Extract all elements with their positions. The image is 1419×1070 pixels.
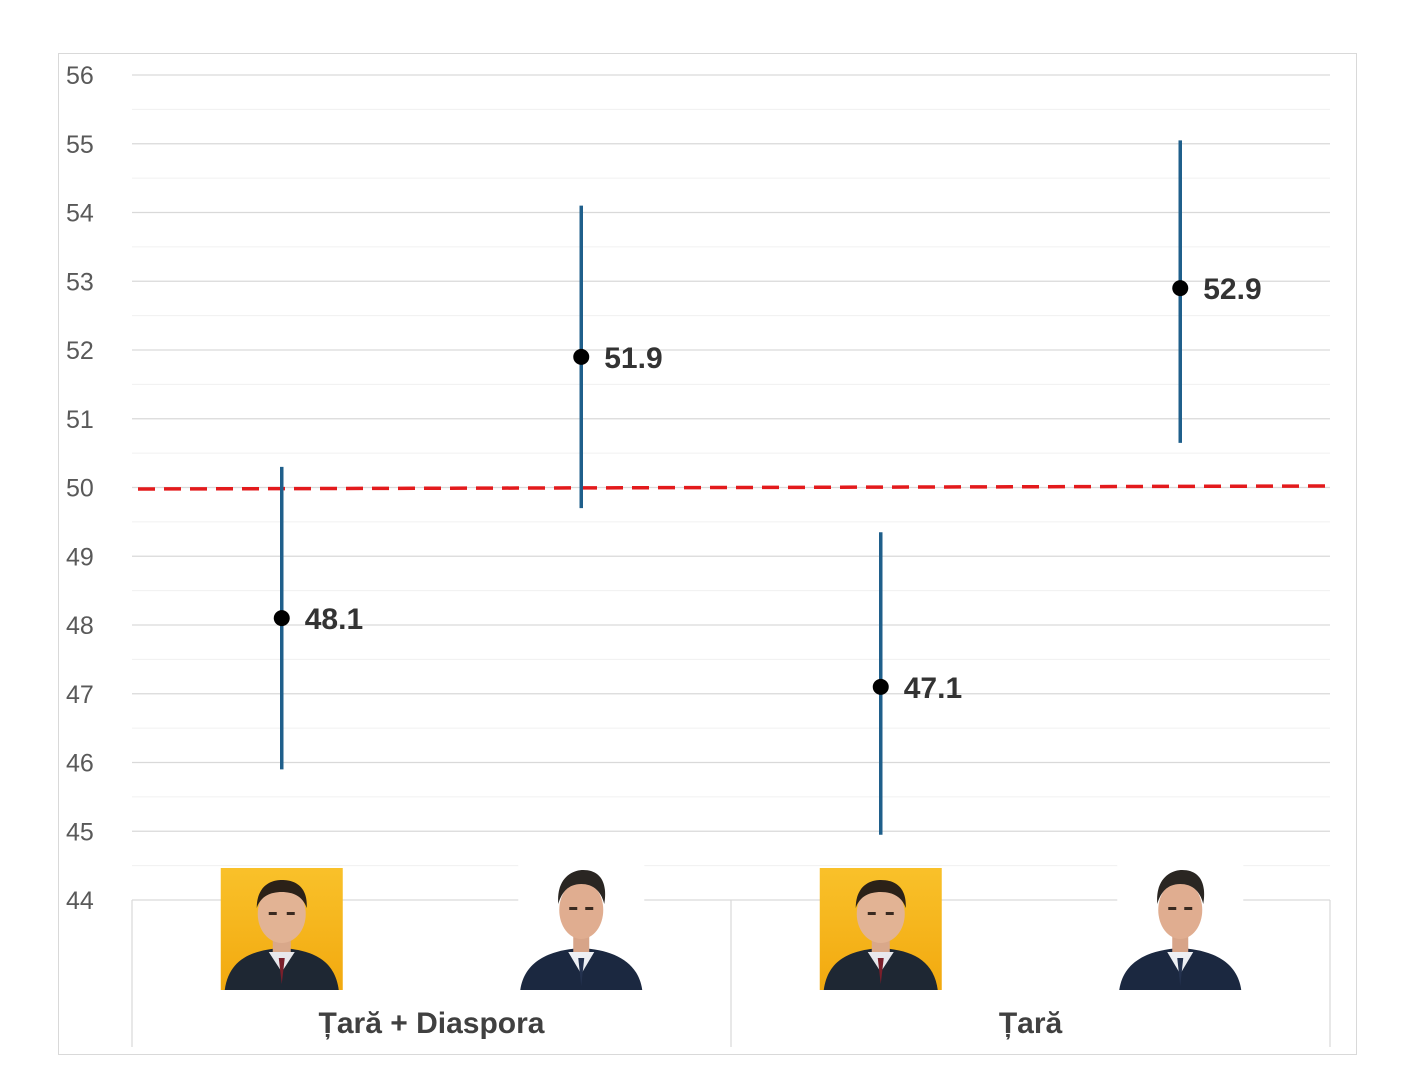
- data-point: [573, 348, 590, 365]
- candidate-portrait-image: [1117, 864, 1244, 990]
- candidate-portrait-image: [819, 868, 942, 990]
- gridlines: [132, 74, 1330, 901]
- y-tick-label: 55: [66, 131, 94, 159]
- y-axis: 44 45 46 47 48 49 50 51 52 53 54 55 56: [66, 62, 94, 915]
- category-label: Țară + Diaspora: [319, 1007, 545, 1040]
- data-point: [872, 678, 889, 695]
- y-tick-label: 47: [66, 681, 94, 709]
- candidate-portrait-image: [518, 864, 645, 990]
- reference-line-layer: [137, 484, 1326, 491]
- data-label: 52.9: [1203, 273, 1261, 306]
- data-point: [1172, 280, 1189, 297]
- y-tick-label: 56: [66, 62, 94, 90]
- data-label: 51.9: [604, 342, 662, 375]
- y-tick-label: 51: [66, 406, 94, 434]
- category-label: Țară: [999, 1007, 1063, 1040]
- y-tick-label: 45: [66, 818, 94, 846]
- y-tick-label: 49: [66, 543, 94, 571]
- data-label: 47.1: [904, 672, 962, 705]
- reference-line-50: [137, 484, 1326, 491]
- candidate-portrait-image: [220, 868, 343, 990]
- data-point: [273, 610, 290, 627]
- y-tick-label: 53: [66, 268, 94, 296]
- data-label: 48.1: [305, 603, 363, 636]
- y-tick-label: 54: [66, 200, 94, 228]
- y-tick-label: 48: [66, 612, 94, 640]
- y-tick-label: 50: [66, 475, 94, 503]
- category-axis: Țară + Diaspora Țară: [131, 900, 1331, 1047]
- y-tick-label: 52: [66, 337, 94, 365]
- candidate-portraits: [220, 864, 1244, 990]
- y-tick-label: 46: [66, 750, 94, 778]
- series: 48.1 51.9 47.1 52.9: [273, 140, 1262, 835]
- chart-frame: [58, 53, 1357, 1055]
- y-tick-label: 44: [66, 887, 94, 915]
